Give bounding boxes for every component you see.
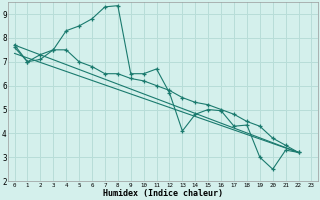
X-axis label: Humidex (Indice chaleur): Humidex (Indice chaleur)	[103, 189, 223, 198]
